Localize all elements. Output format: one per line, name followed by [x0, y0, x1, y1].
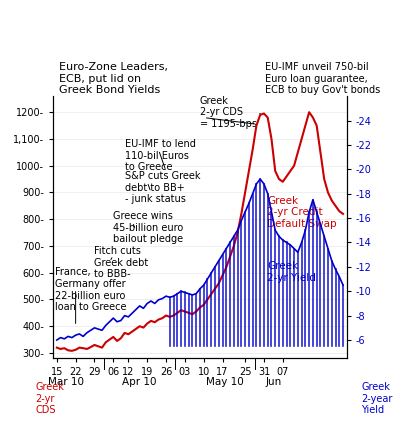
Text: May 10: May 10: [206, 377, 243, 387]
Text: France,
Germany offer
22-billion euro
loan to Greece: France, Germany offer 22-billion euro lo…: [55, 267, 126, 312]
Text: Mar 10: Mar 10: [48, 377, 84, 387]
Text: Greece wins
45-billion euro
bailout pledge: Greece wins 45-billion euro bailout pled…: [113, 211, 184, 244]
Text: Greek
2-yr Yield: Greek 2-yr Yield: [268, 261, 316, 283]
Text: Apr 10: Apr 10: [122, 377, 157, 387]
Text: S&P cuts Greek
debt to BB+
- junk status: S&P cuts Greek debt to BB+ - junk status: [124, 171, 200, 204]
Text: Euro-Zone Leaders,
ECB, put lid on
Greek Bond Yields: Euro-Zone Leaders, ECB, put lid on Greek…: [59, 62, 168, 95]
Text: Greek
2-yr
CDS: Greek 2-yr CDS: [35, 382, 64, 415]
Text: EU-IMF unveil 750-bil
Euro loan guarantee,
ECB to buy Gov't bonds: EU-IMF unveil 750-bil Euro loan guarante…: [264, 62, 380, 95]
Text: EU-IMF to lend
110-bil Euros
to Greece: EU-IMF to lend 110-bil Euros to Greece: [124, 139, 195, 172]
Text: Jun: Jun: [265, 377, 282, 387]
Text: Fitch cuts
Greek debt
to BBB-: Fitch cuts Greek debt to BBB-: [95, 246, 149, 279]
Text: Greek
2-yr CDS
= 1195-bps: Greek 2-yr CDS = 1195-bps: [200, 96, 260, 129]
Text: Greek
2-year
Yield: Greek 2-year Yield: [361, 382, 393, 415]
Text: Greek
2-yr Credit
Default Swap: Greek 2-yr Credit Default Swap: [268, 196, 337, 229]
